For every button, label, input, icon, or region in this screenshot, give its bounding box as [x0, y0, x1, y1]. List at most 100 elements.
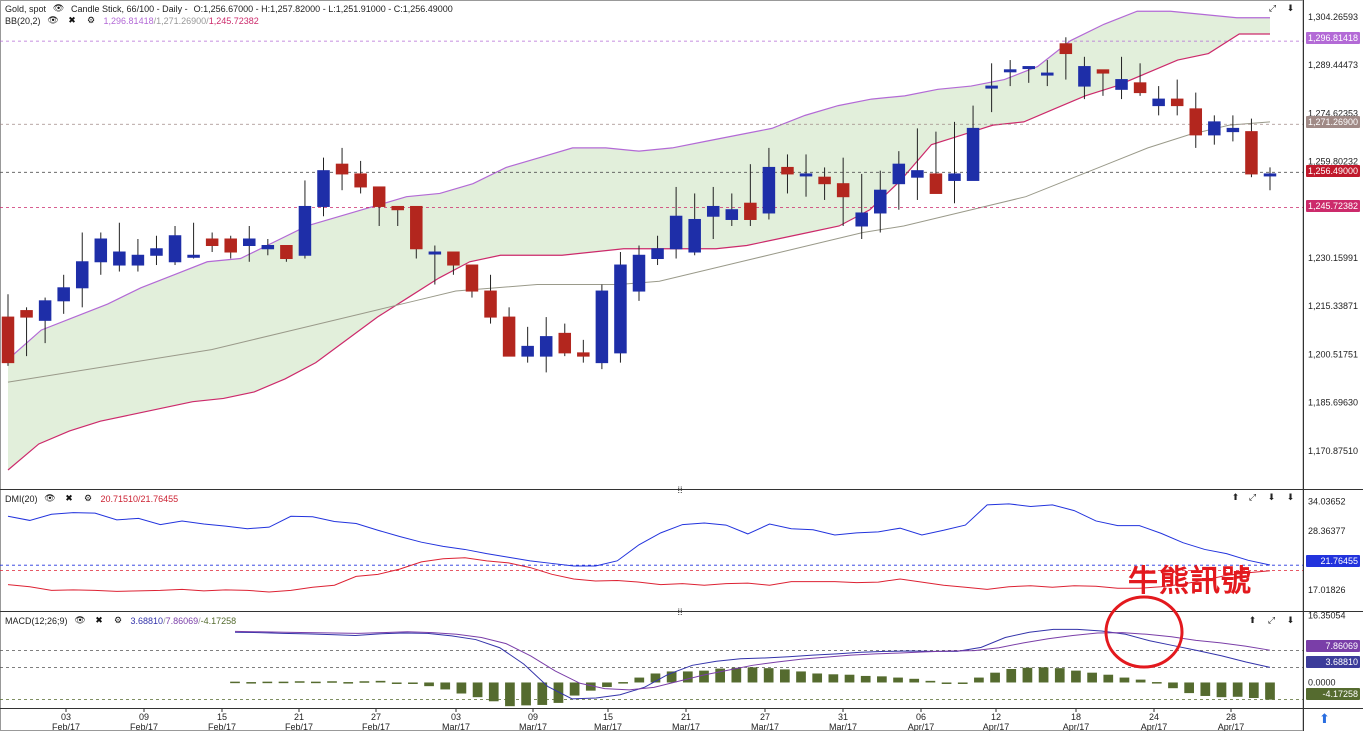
candle-body — [539, 336, 553, 357]
arrow-down-icon[interactable]: ⬇ — [1286, 492, 1295, 502]
macd-histogram-bar — [278, 681, 289, 684]
bb-upper-pill: 1,296.81418 — [1306, 32, 1360, 44]
x-axis-month-label: Apr/17 — [983, 722, 1010, 731]
bb-label: BB(20,2) — [5, 15, 41, 26]
arrow-up-icon[interactable]: ⬆ — [1231, 492, 1240, 502]
price-axis-tick: 1,304.26593 — [1308, 12, 1358, 22]
candle-body — [911, 170, 924, 178]
candle-body — [1059, 43, 1073, 55]
macd-histogram-bar — [230, 681, 240, 684]
macd-histogram-bar — [1038, 667, 1049, 683]
candle-body — [224, 238, 237, 253]
x-axis-month-label: Mar/17 — [594, 722, 622, 731]
candle-body — [131, 254, 145, 266]
candle-body — [465, 264, 479, 292]
macd-histogram-bar — [1232, 682, 1243, 697]
candle-body — [410, 205, 423, 250]
x-axis-month-label: Feb/17 — [285, 722, 313, 731]
bb-sep: / — [153, 15, 157, 26]
macd-histogram-bar — [1151, 682, 1162, 684]
arrow-up-icon[interactable]: ⬆ — [1248, 615, 1257, 625]
macd-value-pill: 3.68810 — [1306, 656, 1360, 668]
x-axis-day-label: 18 — [1071, 712, 1081, 722]
eye-icon[interactable]: 👁 — [52, 3, 65, 13]
macd-histogram-bar — [553, 682, 564, 703]
macd-histogram-bar — [602, 682, 612, 687]
candle-body — [168, 235, 182, 263]
candle-body — [595, 290, 609, 364]
x-axis-month-label: Mar/17 — [829, 722, 857, 731]
gear-icon[interactable]: ⚙ — [86, 15, 96, 25]
candle-body — [372, 186, 386, 207]
eye-icon[interactable]: 👁 — [47, 15, 59, 25]
candle-body — [1078, 66, 1091, 87]
arrow-down-icon[interactable]: ⬇ — [1286, 3, 1295, 13]
macd-signal-pill: 7.86069 — [1306, 640, 1360, 652]
candle-body — [57, 287, 70, 302]
candle-body — [261, 245, 275, 250]
price-axis-tick: 1,259.80232 — [1308, 157, 1358, 167]
x-axis-day-label: 21 — [681, 712, 691, 722]
macd-histogram-bar — [731, 667, 742, 683]
macd-histogram-bar — [877, 676, 887, 683]
macd-value: 3.68810 — [130, 615, 164, 626]
close-icon[interactable]: ✖ — [95, 615, 103, 625]
scroll-up-icon[interactable]: ⬆ — [1319, 711, 1330, 726]
close-icon[interactable]: ✖ — [65, 493, 73, 503]
bb-upper-value: 1,296.81418 — [103, 15, 154, 26]
arrow-down-icon[interactable]: ⬇ — [1286, 615, 1295, 625]
expand-icon[interactable]: ⤢ — [1248, 492, 1257, 502]
candle-body — [762, 166, 776, 214]
macd-values: 3.68810/7.86069/-4.17258 — [131, 616, 237, 626]
candle-body — [1115, 79, 1128, 90]
signal-value: 7.86069 — [165, 615, 199, 626]
x-axis-month-label: Apr/17 — [1141, 722, 1168, 731]
x-axis-day-label: 15 — [217, 712, 227, 722]
macd-histogram-bar — [424, 682, 434, 687]
candle-body — [706, 205, 720, 217]
macd-signal-line — [234, 630, 1271, 691]
candle-body — [632, 254, 646, 292]
price-axis-tick: 1,289.44473 — [1308, 60, 1358, 70]
dmi-plus-line — [7, 503, 1271, 567]
candle-body — [1096, 69, 1110, 74]
macd-histogram-bar — [521, 682, 531, 706]
x-axis-day-label: 24 — [1149, 712, 1159, 722]
candle-body — [280, 245, 293, 260]
candle-body — [985, 85, 998, 89]
x-axis-day-label: 03 — [61, 712, 71, 722]
candle-body — [966, 127, 980, 181]
eye-icon[interactable]: 👁 — [44, 493, 56, 503]
bb-lower-value: 1,245.72382 — [208, 15, 259, 26]
price-axis-tick: 1,185.69630 — [1308, 398, 1358, 408]
macd-histogram-bar — [650, 673, 661, 683]
candle-body — [818, 176, 831, 185]
close-icon[interactable]: ✖ — [68, 15, 76, 25]
x-axis-month-label: Mar/17 — [751, 722, 779, 731]
macd-histogram-bar — [585, 682, 596, 691]
x-axis-month-label: Mar/17 — [442, 722, 470, 731]
macd-histogram-bar — [375, 680, 386, 683]
x-axis-day-label: 09 — [528, 712, 538, 722]
macd-histogram-bar — [456, 682, 467, 694]
candle-body — [354, 173, 367, 188]
candle-body — [502, 316, 516, 357]
arrow-down-icon[interactable]: ⬇ — [1267, 492, 1276, 502]
candle-body — [1003, 69, 1017, 73]
candle-body — [1208, 121, 1221, 136]
candle-body — [187, 254, 200, 258]
expand-icon[interactable]: ⤢ — [1268, 3, 1277, 13]
eye-icon[interactable]: 👁 — [74, 615, 86, 625]
candle-body — [874, 189, 887, 214]
macd-line — [234, 628, 1271, 700]
gear-icon[interactable]: ⚙ — [83, 493, 93, 503]
x-axis-month-label: Apr/17 — [1063, 722, 1090, 731]
macd-histogram-bar — [537, 682, 548, 705]
gear-icon[interactable]: ⚙ — [113, 615, 123, 625]
candle-body — [1152, 98, 1165, 107]
x-axis-day-label: 27 — [371, 712, 381, 722]
macd-histogram-bar — [634, 677, 645, 683]
expand-icon[interactable]: ⤢ — [1267, 615, 1276, 625]
x-axis-day-label: 27 — [760, 712, 770, 722]
